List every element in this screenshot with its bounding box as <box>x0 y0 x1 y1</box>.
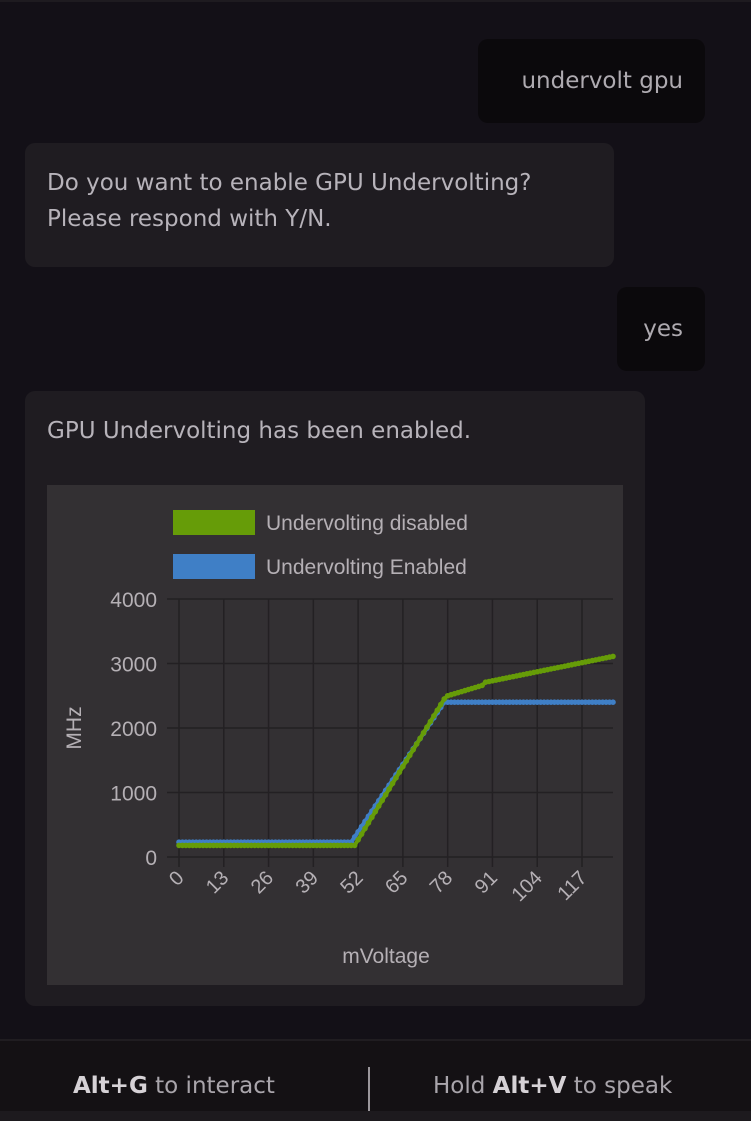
message-text: undervolt gpu <box>521 68 683 94</box>
data-point <box>351 842 358 849</box>
speak-hint[interactable]: Hold Alt+V to speak <box>433 1073 672 1099</box>
data-point <box>372 808 379 815</box>
x-axis-label: mVoltage <box>342 945 430 968</box>
y-tick-label: 2000 <box>110 718 157 741</box>
x-tick-label: 26 <box>247 867 278 898</box>
y-axis-label: MHz <box>63 706 86 749</box>
data-point <box>358 831 365 837</box>
footer-bar: Alt+G to interact Hold Alt+V to speak <box>0 1039 751 1113</box>
data-point <box>427 718 434 725</box>
x-tick-label: 78 <box>426 867 457 898</box>
data-point <box>437 701 444 708</box>
legend-label: Undervolting disabled <box>266 512 468 535</box>
data-point <box>420 729 427 736</box>
data-point <box>403 758 410 764</box>
data-point <box>362 825 368 832</box>
x-tick-label: 104 <box>508 867 547 906</box>
y-tick-label: 3000 <box>110 654 157 677</box>
data-point <box>393 775 399 781</box>
hint-text: to speak <box>566 1073 673 1099</box>
x-tick-label: 0 <box>165 867 188 890</box>
legend-swatch <box>173 510 255 535</box>
data-point <box>610 653 616 660</box>
data-point <box>386 786 392 792</box>
chart-svg: 0 1000 2000 3000 4000 0 13 26 39 52 65 78 91 104 117 mV… <box>63 510 616 968</box>
data-point <box>406 752 413 759</box>
data-point <box>434 707 441 714</box>
hint-text: Hold <box>433 1073 493 1099</box>
message-text: yes <box>643 316 683 342</box>
assistant-message: Do you want to enable GPU Undervolting? … <box>25 143 614 267</box>
shortcut-key: Alt+G <box>73 1073 148 1099</box>
data-point <box>610 699 616 705</box>
data-point <box>424 724 430 730</box>
data-point <box>389 780 396 787</box>
undervolting-chart: 0 1000 2000 3000 4000 0 13 26 39 52 65 78 91 104 117 mV… <box>47 485 623 985</box>
y-tick-label: 0 <box>145 847 157 870</box>
bottom-edge <box>0 1111 751 1121</box>
y-tick-label: 1000 <box>110 783 157 806</box>
user-message: yes <box>617 287 705 371</box>
x-tick-label: 39 <box>292 867 323 898</box>
data-point <box>379 797 386 804</box>
shortcut-key: Alt+V <box>492 1073 567 1099</box>
data-point <box>431 713 437 719</box>
x-tick-label: 52 <box>336 867 367 898</box>
data-point <box>382 791 389 798</box>
legend-label: Undervolting Enabled <box>266 556 467 579</box>
data-point <box>396 769 403 775</box>
data-point <box>413 741 420 747</box>
data-point <box>410 746 417 753</box>
data-point <box>355 836 361 843</box>
series-line <box>179 654 614 848</box>
x-tick-label: 13 <box>202 867 233 898</box>
data-point <box>400 763 406 770</box>
y-tick-label: 4000 <box>110 589 157 612</box>
divider <box>368 1067 370 1113</box>
data-point <box>369 814 375 821</box>
x-tick-label: 117 <box>553 867 591 905</box>
data-point <box>365 820 372 826</box>
message-line: Do you want to enable GPU Undervolting? <box>47 170 532 196</box>
data-point <box>417 735 423 742</box>
message-line: Please respond with Y/N. <box>47 206 332 232</box>
data-point <box>375 803 382 809</box>
x-tick-label: 91 <box>471 867 502 898</box>
hint-text: to interact <box>147 1073 275 1099</box>
user-message: undervolt gpu <box>478 39 705 123</box>
interact-hint[interactable]: Alt+G to interact <box>73 1073 275 1099</box>
legend-swatch <box>173 554 255 579</box>
x-tick-label: 65 <box>381 867 412 898</box>
message-text: GPU Undervolting has been enabled. <box>47 418 472 444</box>
top-border <box>0 0 751 2</box>
